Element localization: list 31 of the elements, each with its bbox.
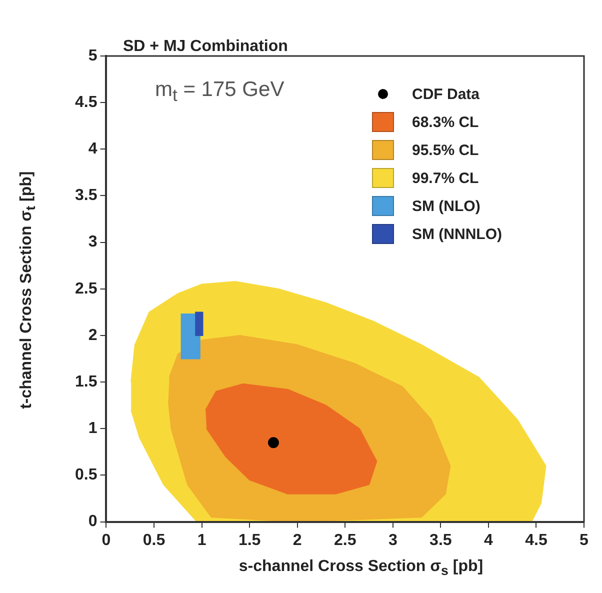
legend-label: 68.3% CL: [412, 114, 479, 130]
chart-title: SD + MJ Combination: [123, 38, 288, 56]
x-tick-label: 0.5: [142, 532, 166, 549]
legend-label: CDF Data: [412, 86, 480, 102]
y-tick-label: 1.5: [74, 373, 98, 390]
y-tick-label: 2.5: [74, 280, 98, 298]
x-tick-label: 3: [388, 532, 398, 549]
x-tick-label: 3.5: [430, 532, 452, 549]
x-tick-label: 1.5: [238, 532, 261, 549]
x-axis-title: s-channel Cross Section σ$_{s}$ [pb]: [238, 558, 484, 578]
x-tick-label: 2: [292, 532, 302, 549]
y-tick-label: 4: [88, 140, 98, 158]
y-tick-label: 3.5: [74, 187, 98, 204]
legend-label: 99.7% CL: [412, 170, 479, 186]
legend-label: SM (NNNLO): [412, 226, 502, 242]
annotation: m$_{t}$ = 175 GeV: [155, 78, 284, 106]
legend-label: 95.5% CL: [412, 142, 479, 158]
y-tick-label: 0: [88, 513, 98, 530]
x-tick-label: 0: [102, 532, 111, 549]
y-tick-label: 2: [88, 326, 98, 344]
x-tick-label: 4.5: [525, 532, 548, 549]
y-tick-label: 1: [88, 420, 98, 438]
x-tick-label: 2.5: [334, 532, 356, 549]
x-tick-label: 4: [484, 532, 493, 549]
y-tick-label: 4.5: [74, 94, 98, 111]
y-tick-label: 3: [88, 234, 98, 251]
x-tick-label: 1: [197, 532, 206, 549]
y-tick-label: 0.5: [74, 466, 98, 484]
legend-label: SM (NLO): [412, 198, 480, 214]
x-tick-label: 5: [580, 532, 589, 549]
y-tick-label: 5: [88, 47, 98, 64]
